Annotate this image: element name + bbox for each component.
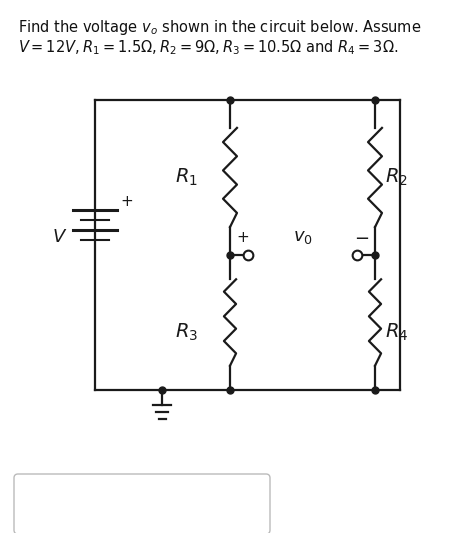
Text: $-$: $-$ bbox=[354, 228, 369, 246]
Text: Find the voltage $v_o$ shown in the circuit below. Assume: Find the voltage $v_o$ shown in the circ… bbox=[18, 18, 422, 37]
Text: $R_2$: $R_2$ bbox=[385, 167, 408, 188]
Text: $V$: $V$ bbox=[52, 229, 67, 246]
Text: $v_0$: $v_0$ bbox=[292, 228, 313, 246]
Text: $R_1$: $R_1$ bbox=[175, 167, 198, 188]
Text: $V = 12V, R_1 = 1.5\Omega, R_2 = 9\Omega, R_3 = 10.5\Omega$ and $R_4 = 3\Omega$.: $V = 12V, R_1 = 1.5\Omega, R_2 = 9\Omega… bbox=[18, 38, 399, 56]
FancyBboxPatch shape bbox=[14, 474, 270, 533]
Text: $R_4$: $R_4$ bbox=[385, 322, 408, 343]
Text: +: + bbox=[120, 195, 133, 209]
Text: $R_3$: $R_3$ bbox=[175, 322, 198, 343]
Text: +: + bbox=[236, 230, 250, 245]
